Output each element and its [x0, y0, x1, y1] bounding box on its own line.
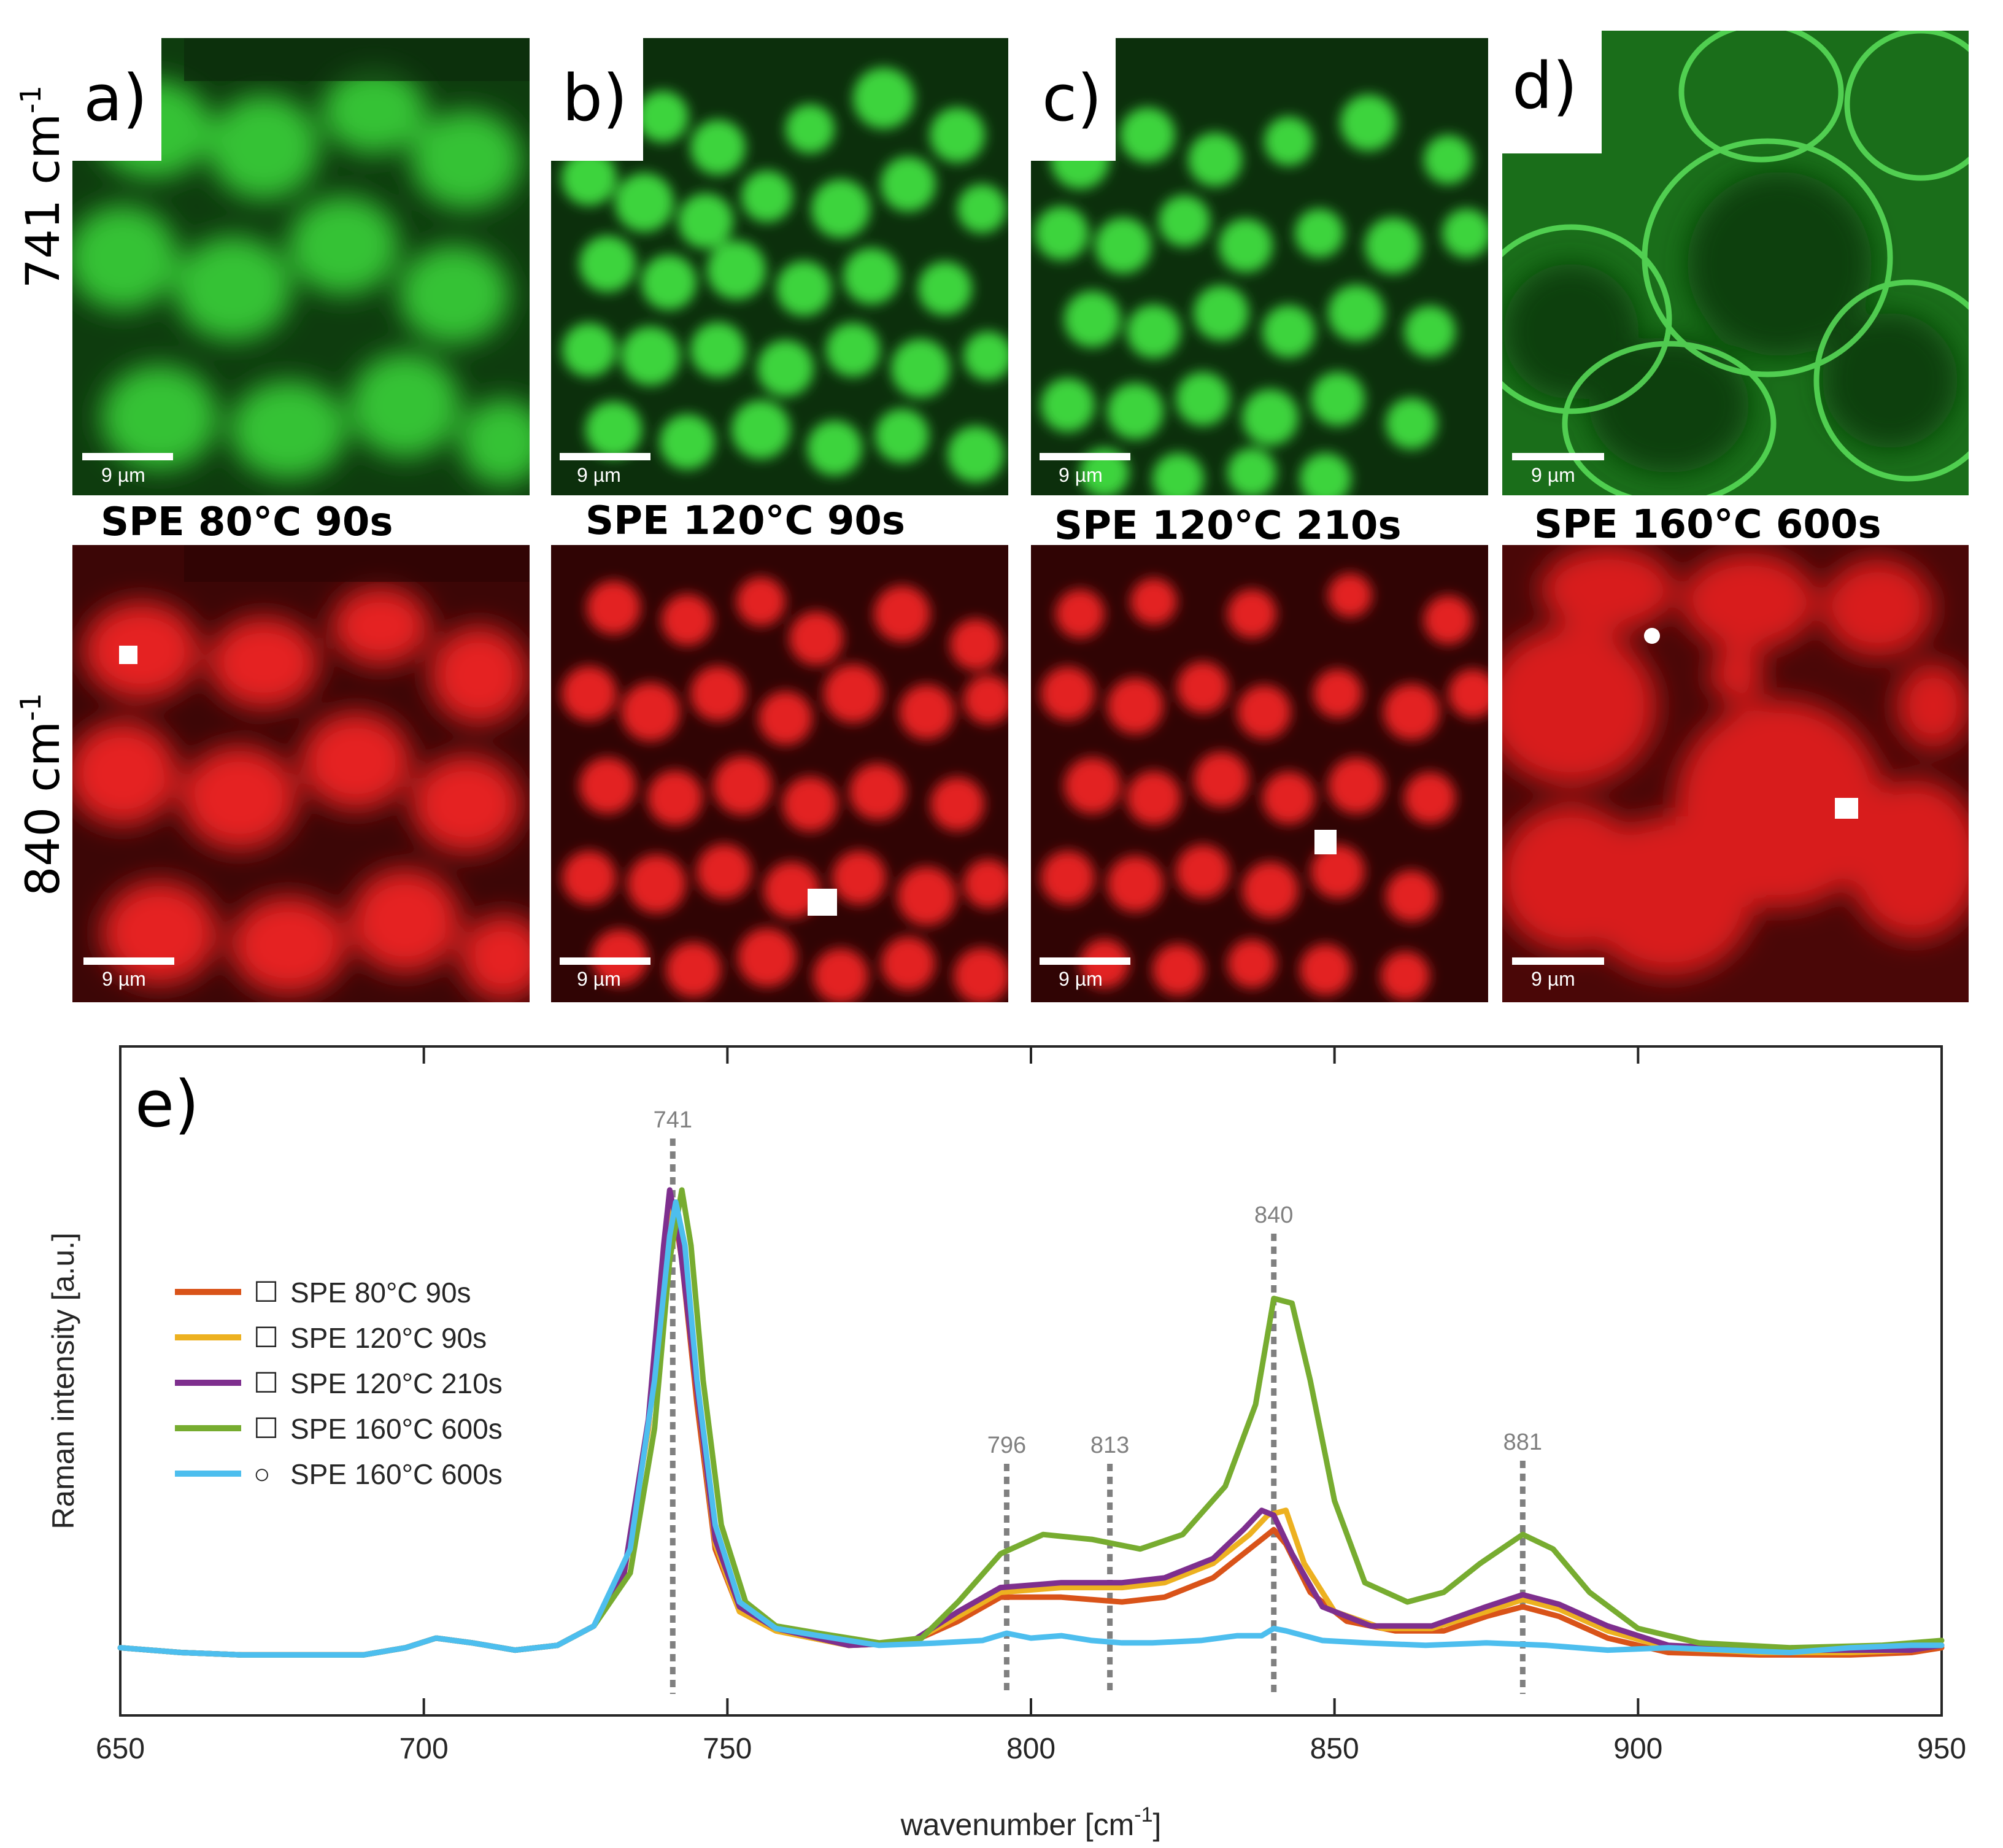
y-axis-label: Raman intensity [a.u.] [46, 1232, 80, 1529]
map-d-741 [1502, 31, 1969, 495]
scale-label-b-top: 9 µm [577, 464, 621, 486]
map-title-a: SPE 80°C 90s [101, 500, 393, 545]
x-tick-label: 700 [399, 1733, 449, 1765]
legend-marker: ☐ [253, 1321, 279, 1353]
x-axis-label: wavenumber [cm-1] [900, 1803, 1162, 1842]
series-line-5 [117, 1199, 1945, 1658]
legend: ☐ SPE 80°C 90s ☐ SPE 120°C 90s ☐ SPE 120°C 21… [175, 1276, 503, 1490]
legend-label: SPE 120°C 90s [290, 1322, 487, 1354]
reference-label-813: 813 [1090, 1432, 1129, 1458]
x-axis-label-main: wavenumber [cm [900, 1807, 1135, 1842]
legend-item-1: ☐ SPE 80°C 90s [175, 1276, 471, 1309]
legend-label: SPE 120°C 210s [290, 1367, 503, 1399]
scale-bar-a-top: 9 µm [82, 453, 173, 486]
legend-items: ☐ SPE 80°C 90s ☐ SPE 120°C 90s ☐ SPE 120°C 21… [175, 1276, 503, 1490]
series-layer [117, 1187, 1945, 1658]
spectrum-chart: 741 796 813 840 881 650 700 750 800 850 900 950 e)… [46, 1045, 1966, 1842]
scale-label-c-bottom: 9 µm [1059, 968, 1103, 990]
legend-item-2: ☐ SPE 120°C 90s [175, 1321, 487, 1354]
map-title-b: SPE 120°C 90s [585, 498, 905, 544]
reference-label-840: 840 [1254, 1202, 1293, 1228]
scale-bar-d-bottom: 9 µm [1512, 957, 1604, 990]
marker-square-d [1835, 798, 1858, 819]
x-axis-label-sup: -1 [1134, 1803, 1152, 1827]
row-label-840: 840 cm-1 [14, 693, 70, 896]
legend-marker: ○ [253, 1458, 271, 1490]
map-a-741 [72, 38, 530, 495]
x-axis-label-close: ] [1153, 1807, 1162, 1842]
legend-label: SPE 160°C 600s [290, 1413, 503, 1445]
scale-bar-d-top: 9 µm [1512, 453, 1604, 486]
legend-label: SPE 80°C 90s [290, 1277, 471, 1309]
chart-panel-letter: e) [135, 1067, 199, 1142]
panel-letter-b: b) [562, 61, 628, 136]
x-tick-label: 650 [96, 1733, 145, 1765]
scale-label-d-bottom: 9 µm [1531, 968, 1575, 990]
scale-bar-c-top: 9 µm [1040, 453, 1130, 486]
x-tick-label: 750 [703, 1733, 752, 1765]
reference-label-796: 796 [987, 1432, 1026, 1458]
legend-label: SPE 160°C 600s [290, 1458, 503, 1490]
scale-bar-b-bottom: 9 µm [560, 957, 650, 990]
x-tick-label: 800 [1006, 1733, 1056, 1765]
map-title-d: SPE 160°C 600s [1534, 502, 1881, 547]
panel-letter-a: a) [83, 61, 147, 136]
scale-label-b-bottom: 9 µm [577, 968, 621, 990]
legend-item-3: ☐ SPE 120°C 210s [175, 1367, 503, 1399]
x-tick-label: 900 [1613, 1733, 1662, 1765]
x-tick-label: 850 [1310, 1733, 1359, 1765]
row-label-840-sup: -1 [14, 693, 47, 721]
map-c-741 [1031, 38, 1488, 495]
panel-letter-d: d) [1512, 48, 1578, 123]
scale-bar-c-bottom: 9 µm [1040, 957, 1130, 990]
x-tick-label: 950 [1917, 1733, 1966, 1765]
row-label-741-sup: -1 [14, 85, 47, 114]
legend-item-4: ☐ SPE 160°C 600s [175, 1412, 503, 1445]
scale-bar-b-top: 9 µm [560, 453, 650, 486]
legend-marker: ☐ [253, 1367, 279, 1399]
map-c-840 [1031, 545, 1488, 1002]
row-label-741-main: 741 cm [15, 114, 70, 288]
marker-square-a [119, 646, 137, 664]
scale-label-a-top: 9 µm [101, 464, 145, 486]
scale-bar-a-bottom: 9 µm [83, 957, 174, 990]
map-title-c: SPE 120°C 210s [1054, 503, 1402, 549]
scale-label-c-top: 9 µm [1059, 464, 1103, 486]
map-a-840 [72, 545, 530, 1002]
marker-square-b [808, 889, 837, 916]
reference-label-741: 741 [654, 1107, 692, 1133]
panel-letter-c: c) [1042, 61, 1102, 136]
legend-item-5: ○ SPE 160°C 600s [175, 1458, 503, 1490]
map-b-840 [551, 545, 1008, 1002]
marker-circle-d [1644, 628, 1660, 644]
scale-label-a-bottom: 9 µm [102, 968, 146, 990]
tick-layer: 650 700 750 800 850 900 950 [96, 1046, 1966, 1765]
legend-marker: ☐ [253, 1276, 279, 1308]
reference-label-881: 881 [1503, 1429, 1542, 1455]
map-d-840 [1502, 545, 1969, 1002]
row-label-840-main: 840 cm [15, 721, 70, 896]
row-label-741: 741 cm-1 [14, 85, 70, 288]
marker-square-c [1314, 830, 1337, 854]
scale-label-d-top: 9 µm [1531, 464, 1575, 486]
legend-marker: ☐ [253, 1412, 279, 1444]
